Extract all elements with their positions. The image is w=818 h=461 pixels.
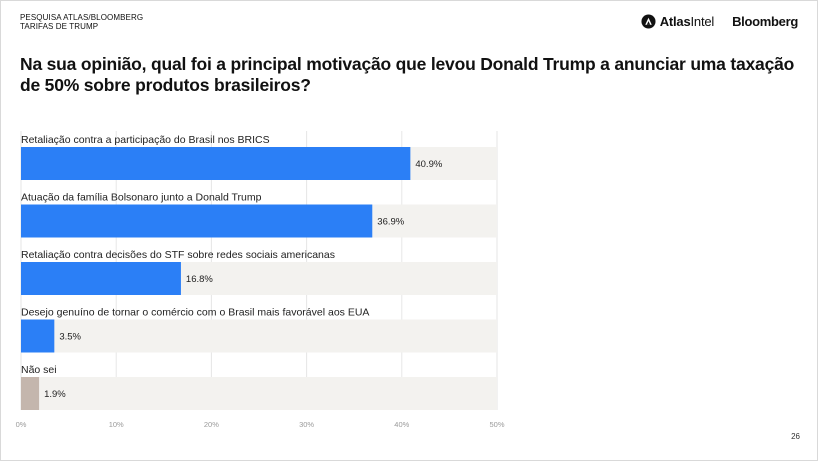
category-label: Retaliação contra a participação do Bras… [21, 134, 270, 146]
page-number: 26 [791, 432, 800, 441]
category-label: Retaliação contra decisões do STF sobre … [21, 249, 335, 261]
atlasintel-logo: AtlasIntel [641, 14, 714, 29]
category-label: Não sei [21, 364, 57, 376]
bar [21, 377, 40, 410]
category-label: Atuação da família Bolsonaro junto a Don… [21, 192, 262, 204]
bar-track [21, 319, 497, 353]
value-label: 16.8% [186, 274, 213, 285]
atlasintel-mark-icon [641, 13, 656, 29]
kicker: PESQUISA ATLAS/BLOOMBERG TARIFAS DE TRUM… [20, 13, 143, 31]
x-tick-label: 10% [109, 420, 124, 429]
atlasintel-wordmark-bold: Atlas [659, 13, 691, 29]
bar [21, 319, 55, 353]
value-label: 36.9% [377, 217, 404, 228]
logos: AtlasIntel Bloomberg [641, 12, 798, 30]
kicker-line-topic: TARIFAS DE TRUMP [20, 22, 99, 31]
bar-track [21, 377, 497, 410]
kicker-line-survey: PESQUISA ATLAS/BLOOMBERG [20, 13, 144, 22]
bar [21, 204, 373, 238]
x-tick-label: 30% [299, 420, 314, 429]
bar [21, 262, 181, 295]
x-tick-label: 40% [394, 420, 409, 429]
chart-title: Na sua opinião, qual foi a principal mot… [20, 54, 795, 95]
bloomberg-logo: Bloomberg [732, 13, 798, 29]
atlasintel-wordmark: AtlasIntel [659, 13, 715, 29]
x-tick-label: 50% [489, 420, 504, 429]
x-tick-label: 20% [204, 420, 219, 429]
x-tick-label: 0% [16, 420, 27, 429]
value-label: 40.9% [415, 159, 442, 170]
bar [21, 147, 411, 180]
value-label: 3.5% [59, 332, 81, 343]
category-label: Desejo genuíno de tornar o comércio com … [21, 307, 369, 319]
atlasintel-wordmark-light: Intel [690, 13, 715, 29]
value-label: 1.9% [44, 389, 66, 400]
